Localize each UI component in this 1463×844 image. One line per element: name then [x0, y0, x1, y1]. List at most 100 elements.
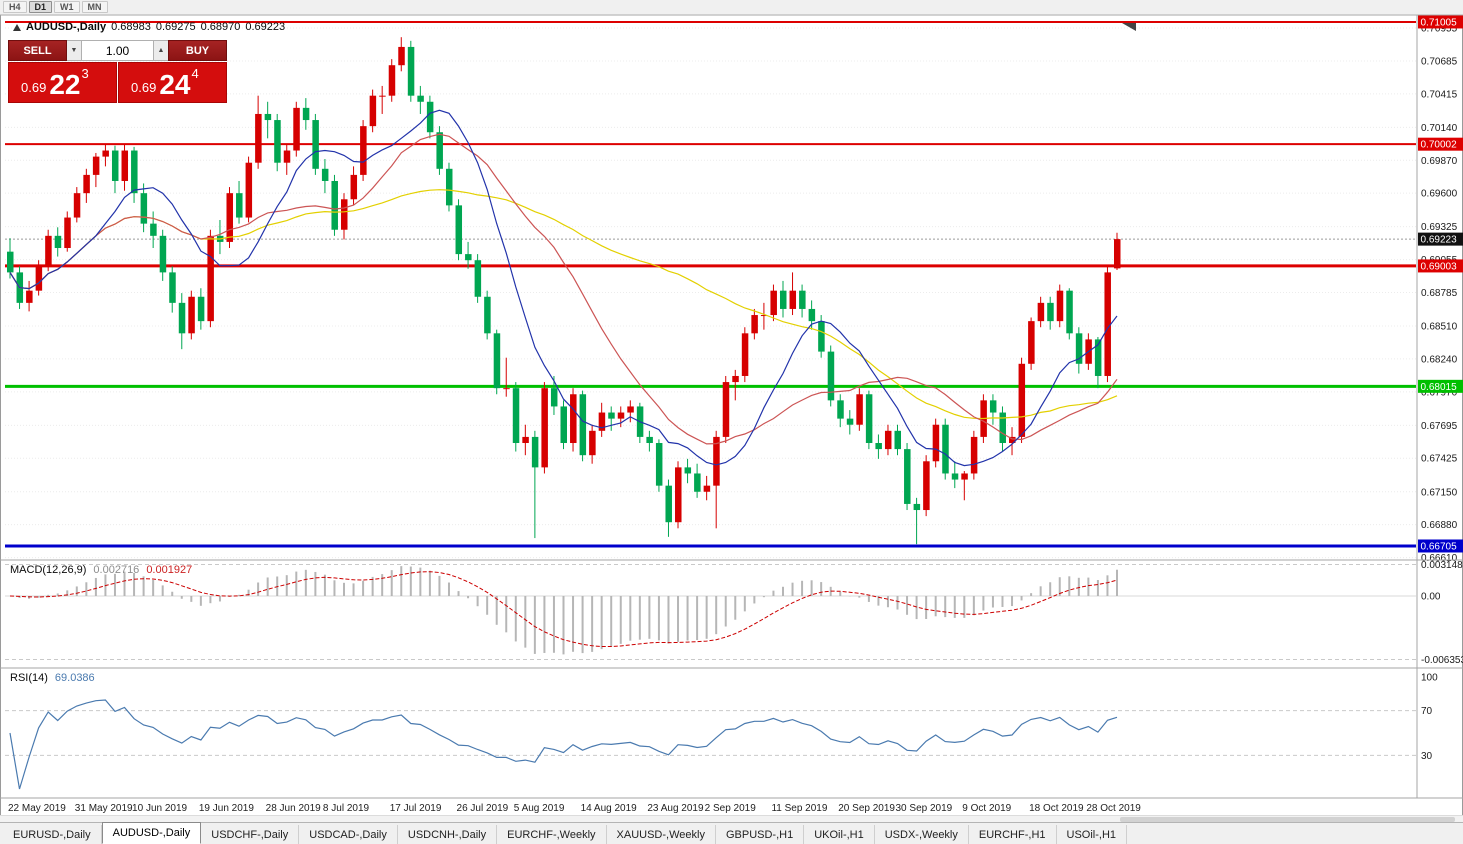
- price-axis-badges: 0.71005 0.70002 0.69003 0.68015 0.66705 0.692…: [1418, 15, 1463, 553]
- volume-decrease-button[interactable]: ▼: [67, 40, 81, 61]
- chart-shift-marker[interactable]: [1122, 23, 1136, 31]
- scrollbar-thumb[interactable]: [1120, 817, 1455, 822]
- svg-text:0.67425: 0.67425: [1421, 454, 1458, 465]
- tab-usdcnh-daily[interactable]: USDCNH-,Daily: [398, 825, 498, 844]
- svg-text:0.70955: 0.70955: [1421, 24, 1458, 35]
- volume-field-wrap: [81, 40, 154, 61]
- svg-text:0.66705: 0.66705: [1421, 541, 1458, 552]
- sell-price-base: 0.69: [21, 80, 47, 95]
- tab-ukoil-h1[interactable]: UKOil-,H1: [804, 825, 875, 844]
- macd-pane: 0.003148 0.00 -0.006353: [5, 560, 1463, 666]
- svg-text:26 Jul 2019: 26 Jul 2019: [457, 803, 509, 814]
- sell-price-sup: 3: [81, 66, 89, 81]
- tab-audusd-daily[interactable]: AUDUSD-,Daily: [101, 822, 202, 844]
- svg-text:0.71005: 0.71005: [1421, 17, 1458, 28]
- svg-text:8 Jul 2019: 8 Jul 2019: [323, 803, 370, 814]
- ma-line-21: [9, 133, 1118, 445]
- tab-eurchf-h1[interactable]: EURCHF-,H1: [969, 825, 1057, 844]
- svg-text:0.69600: 0.69600: [1421, 189, 1458, 200]
- svg-text:0.68510: 0.68510: [1421, 322, 1458, 333]
- svg-text:10 Jun 2019: 10 Jun 2019: [132, 803, 187, 814]
- svg-text:18 Oct 2019: 18 Oct 2019: [1029, 803, 1084, 814]
- volume-increase-button[interactable]: ▲: [154, 40, 168, 61]
- svg-text:31 May 2019: 31 May 2019: [75, 803, 133, 814]
- svg-text:9 Oct 2019: 9 Oct 2019: [962, 803, 1011, 814]
- svg-text:0.69223: 0.69223: [1421, 235, 1458, 246]
- chart-header: AUDUSD-,Daily 0.68983 0.69275 0.68970 0.…: [13, 21, 285, 33]
- svg-text:0.67150: 0.67150: [1421, 487, 1458, 498]
- rsi-indicator-label: RSI(14) 69.0386: [10, 672, 95, 684]
- price-axis[interactable]: 0.70955 0.70685 0.70415 0.70140 0.69870 0.696…: [1421, 24, 1458, 565]
- macd-signal-line: [9, 571, 1118, 647]
- buy-price-big: 24: [159, 69, 191, 101]
- macd-indicator-label: MACD(12,26,9) 0.002716 0.001927: [10, 564, 192, 576]
- sell-button[interactable]: SELL: [8, 40, 67, 61]
- svg-text:20 Sep 2019: 20 Sep 2019: [838, 803, 895, 814]
- chart-symbol-period: AUDUSD-,Daily: [26, 21, 107, 33]
- tab-eurchf-weekly[interactable]: EURCHF-,Weekly: [497, 825, 607, 844]
- buy-button[interactable]: BUY: [168, 40, 227, 61]
- svg-text:0.69055: 0.69055: [1421, 255, 1458, 266]
- svg-text:0.003148: 0.003148: [1421, 560, 1463, 571]
- ohlc-high: 0.69275: [155, 21, 196, 33]
- svg-text:14 Aug 2019: 14 Aug 2019: [581, 803, 638, 814]
- svg-text:0.68785: 0.68785: [1421, 288, 1458, 299]
- ohlc-open: 0.68983: [111, 21, 151, 33]
- svg-text:19 Jun 2019: 19 Jun 2019: [199, 803, 254, 814]
- timeframe-mn-button[interactable]: MN: [81, 1, 108, 13]
- svg-text:-0.006353: -0.006353: [1421, 655, 1463, 666]
- svg-text:22 May 2019: 22 May 2019: [8, 803, 66, 814]
- svg-text:2 Sep 2019: 2 Sep 2019: [705, 803, 757, 814]
- svg-text:0.70002: 0.70002: [1421, 140, 1458, 151]
- buy-price-base: 0.69: [131, 80, 157, 95]
- time-axis[interactable]: 22 May 2019 31 May 2019 10 Jun 2019 19 Jun …: [8, 803, 1141, 814]
- svg-text:0.70415: 0.70415: [1421, 89, 1458, 100]
- timeframe-d1-button[interactable]: D1: [28, 1, 53, 13]
- svg-text:0.66880: 0.66880: [1421, 520, 1458, 531]
- buy-price-display[interactable]: 0.69 24 4: [118, 62, 227, 103]
- ma-line-50: [9, 189, 1118, 420]
- rsi-line: [9, 699, 1118, 790]
- tab-eurusd-daily[interactable]: EURUSD-,Daily: [3, 825, 102, 844]
- chart-tab-bar: EURUSD-,Daily AUDUSD-,Daily USDCHF-,Dail…: [0, 822, 1463, 844]
- sell-price-big: 22: [49, 69, 81, 101]
- svg-text:11 Sep 2019: 11 Sep 2019: [771, 803, 827, 814]
- tab-usdchf-daily[interactable]: USDCHF-,Daily: [201, 825, 300, 844]
- macd-name: MACD(12,26,9): [10, 564, 87, 576]
- svg-text:0.69003: 0.69003: [1421, 261, 1458, 272]
- svg-text:0.67695: 0.67695: [1421, 421, 1458, 432]
- svg-text:0.66610: 0.66610: [1421, 553, 1458, 564]
- macd-main-value: 0.002716: [93, 564, 140, 576]
- one-click-trading-panel: SELL ▼ ▲ BUY 0.69 22 3 0.69 24 4: [8, 40, 227, 103]
- svg-text:0.69870: 0.69870: [1421, 156, 1458, 167]
- svg-text:0.69325: 0.69325: [1421, 222, 1458, 233]
- volume-input[interactable]: [82, 41, 153, 60]
- svg-text:0.68015: 0.68015: [1421, 382, 1458, 393]
- chart-horizontal-scrollbar[interactable]: [0, 815, 1463, 822]
- ohlc-close: 0.69223: [245, 21, 286, 33]
- tab-usdcad-daily[interactable]: USDCAD-,Daily: [299, 825, 398, 844]
- macd-signal-value: 0.001927: [146, 564, 193, 576]
- tab-usdx-weekly[interactable]: USDX-,Weekly: [875, 825, 969, 844]
- svg-text:0.70685: 0.70685: [1421, 56, 1458, 67]
- timeframe-toolbar: H4 D1 W1 MN: [0, 0, 1463, 15]
- buy-price-sup: 4: [191, 66, 199, 81]
- svg-text:28 Oct 2019: 28 Oct 2019: [1086, 803, 1141, 814]
- svg-text:30 Sep 2019: 30 Sep 2019: [896, 803, 953, 814]
- svg-text:30: 30: [1421, 751, 1433, 762]
- svg-text:70: 70: [1421, 706, 1433, 717]
- tab-gbpusd-h1[interactable]: GBPUSD-,H1: [716, 825, 805, 844]
- ohlc-low: 0.68970: [200, 21, 241, 33]
- svg-text:0.70140: 0.70140: [1421, 123, 1458, 134]
- tab-xauusd-weekly[interactable]: XAUUSD-,Weekly: [607, 825, 716, 844]
- tab-usoil-h1[interactable]: USOil-,H1: [1057, 825, 1128, 844]
- rsi-pane: 100 70 30: [5, 672, 1438, 790]
- timeframe-h4-button[interactable]: H4: [3, 1, 27, 13]
- rsi-value: 69.0386: [54, 672, 95, 684]
- timeframe-w1-button[interactable]: W1: [54, 1, 80, 13]
- price-grid: [5, 27, 1416, 559]
- svg-text:28 Jun 2019: 28 Jun 2019: [266, 803, 321, 814]
- sell-price-display[interactable]: 0.69 22 3: [8, 62, 117, 103]
